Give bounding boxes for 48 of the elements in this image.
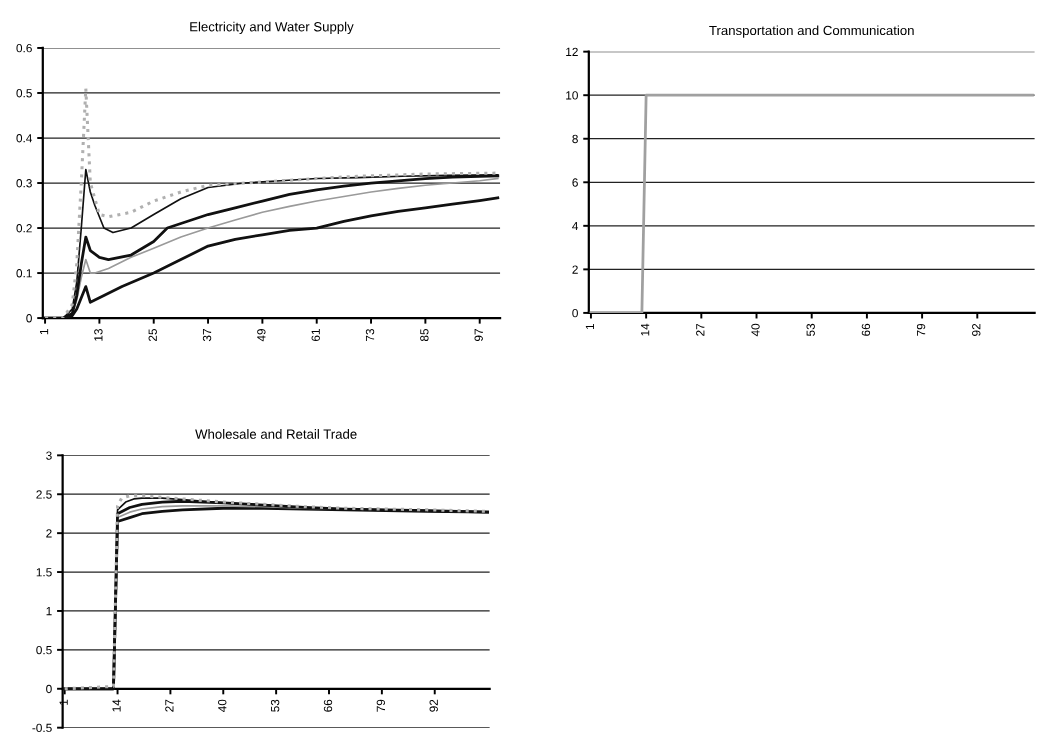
y-tick-label: 1 (46, 607, 52, 616)
y-tick-label: 0.4 (16, 134, 33, 143)
y-tick-label: 8 (572, 134, 578, 144)
y-tick-label: 0 (46, 684, 52, 694)
x-tick-label: 92 (429, 699, 438, 712)
y-tick-label: 0 (26, 314, 32, 323)
x-tick-label: 92 (972, 323, 981, 336)
y-tick-label: 0.5 (36, 645, 52, 655)
x-tick-label: 79 (376, 699, 386, 712)
y-tick-label: 3 (46, 451, 52, 460)
x-tick-label: 40 (751, 323, 760, 337)
x-tick-label: 66 (323, 699, 333, 712)
y-tick-label: 10 (566, 91, 578, 100)
y-tick-label: 4 (572, 221, 579, 231)
chart-title: Transportation and Communication (709, 25, 914, 38)
y-tick-label: 12 (566, 47, 578, 56)
x-tick-label: 66 (861, 323, 871, 336)
x-tick-label: 27 (165, 699, 174, 712)
x-tick-label: 61 (311, 329, 320, 342)
x-tick-label: 97 (474, 329, 483, 342)
y-tick-label: 2 (572, 265, 578, 274)
x-tick-label: 13 (94, 329, 103, 341)
chart-title: Wholesale and Retail Trade (195, 429, 357, 439)
x-tick-label: 79 (916, 323, 926, 336)
y-tick-label: 2 (46, 529, 52, 538)
x-tick-label: 49 (257, 329, 266, 342)
y-tick-label: 0.1 (16, 269, 32, 278)
x-tick-label: 25 (148, 328, 157, 342)
y-tick-label: 2.5 (36, 490, 52, 499)
x-tick-label: 14 (112, 699, 121, 712)
x-tick-label: 27 (696, 323, 705, 336)
y-tick-label: 1.5 (36, 568, 52, 577)
y-tick-label: 0.2 (16, 224, 32, 233)
x-tick-label: 14 (641, 323, 650, 336)
chart-title: Electricity and Water Supply (190, 21, 354, 35)
y-tick-label: 6 (572, 178, 578, 187)
x-tick-label: 85 (420, 328, 429, 342)
x-tick-label: 40 (218, 699, 227, 713)
y-tick-label: 0 (572, 308, 578, 318)
x-tick-label: 53 (806, 323, 815, 336)
x-tick-label: 53 (270, 699, 280, 712)
x-tick-label: 37 (202, 329, 212, 342)
y-tick-label: 0.3 (16, 179, 32, 188)
y-tick-label: 0.5 (16, 89, 32, 98)
y-tick-label: 0.6 (16, 44, 32, 53)
x-tick-label: 73 (365, 329, 375, 342)
x-tick-label: 1 (585, 323, 594, 329)
y-tick-label: -0.5 (32, 723, 52, 733)
